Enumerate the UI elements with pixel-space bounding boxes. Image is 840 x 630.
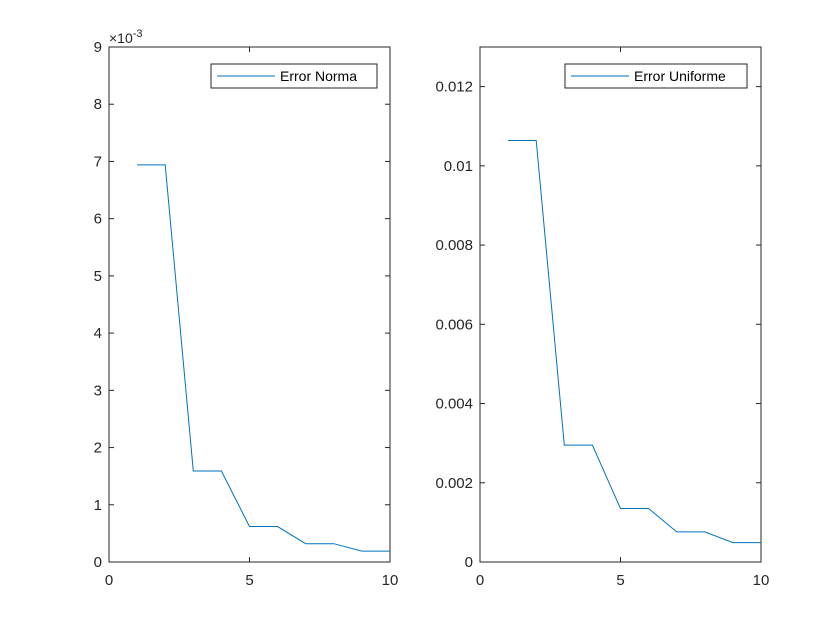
- legend-label: Error Uniforme: [634, 68, 726, 84]
- y-tick-label: 7: [94, 153, 102, 170]
- y-tick-label: 9: [94, 39, 102, 56]
- x-tick-label: 5: [616, 572, 624, 589]
- axes-box: [108, 46, 391, 563]
- y-tick-label: 0.004: [435, 396, 473, 413]
- legend: Error Uniforme: [564, 63, 748, 89]
- x-tick-label: 10: [382, 572, 399, 589]
- y-tick-label: 0.008: [435, 237, 473, 254]
- legend: Error Norma: [210, 63, 378, 89]
- x-tick-label: 0: [476, 572, 484, 589]
- y-tick-label: 0.01: [444, 158, 473, 175]
- legend-label: Error Norma: [280, 68, 357, 84]
- x-tick-label: 10: [753, 572, 770, 589]
- y-exponent-label: ×10-3: [109, 28, 143, 46]
- y-tick-label: 8: [94, 96, 102, 113]
- y-tick-label: 0: [465, 554, 473, 571]
- x-tick-label: 5: [245, 572, 253, 589]
- subplot-1: 0 5 10 0 1 2 3 4 5 6 7 8 9 ×10-3 Error Norma: [94, 28, 399, 589]
- series-line: [137, 164, 390, 552]
- y-tick-label: 2: [94, 440, 102, 457]
- y-tick-label: 0: [94, 554, 102, 571]
- axes-box: [479, 46, 762, 563]
- y-tick-label: 3: [94, 382, 102, 399]
- y-tick-label: 4: [94, 325, 102, 342]
- y-tick-label: 0.002: [435, 475, 473, 492]
- y-tick-label: 0.012: [435, 79, 473, 96]
- subplot-2: 0 5 10 0 0.002 0.004 0.006 0.008 0.01 0.012 Error …: [435, 46, 770, 589]
- y-tick-label: 1: [94, 497, 102, 514]
- y-tick-label: 0.006: [435, 316, 473, 333]
- y-tick-label: 6: [94, 211, 102, 228]
- y-tick-label: 5: [94, 268, 102, 285]
- series-line: [508, 139, 761, 544]
- x-tick-label: 0: [105, 572, 113, 589]
